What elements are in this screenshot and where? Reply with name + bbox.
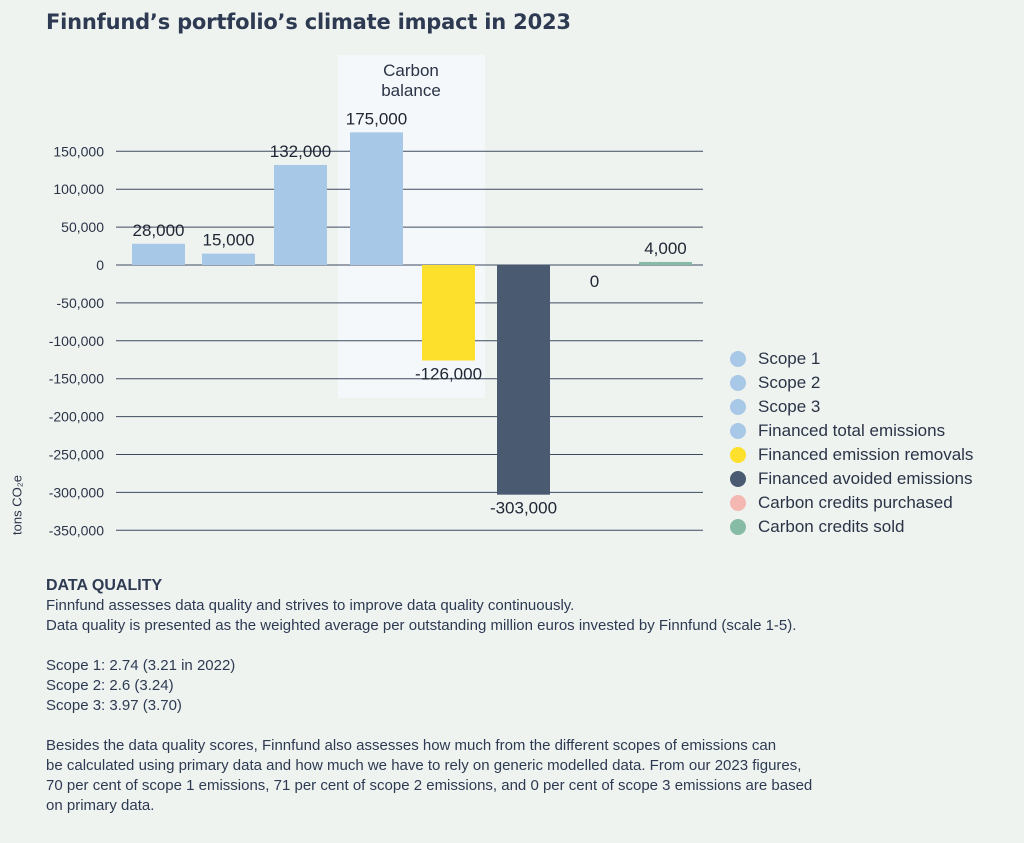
data-quality-section: DATA QUALITY Finnfund assesses data qual… [46, 576, 986, 816]
legend-label: Carbon credits sold [758, 517, 905, 536]
carbon-balance-label: Carbon [383, 61, 439, 80]
bar-value-label: 4,000 [644, 239, 687, 258]
legend-label: Financed avoided emissions [758, 469, 973, 488]
data-quality-scope1: Scope 1: 2.74 (3.21 in 2022) [46, 657, 236, 674]
data-quality-scope3: Scope 3: 3.97 (3.70) [46, 697, 182, 714]
y-tick-label: -250,000 [49, 447, 104, 463]
bar-value-label: 0 [590, 272, 599, 291]
legend-item: Scope 1 [730, 347, 973, 371]
legend-label: Financed total emissions [758, 421, 946, 440]
legend-item: Financed avoided emissions [730, 467, 973, 491]
bar [422, 265, 475, 361]
bar-value-label: 132,000 [270, 142, 331, 161]
legend-item: Scope 3 [730, 395, 973, 419]
chart-title: Finnfund’s portfolio’s climate impact in… [46, 10, 571, 34]
data-quality-intro-1: Finnfund assesses data quality and striv… [46, 597, 575, 614]
y-tick-label: 100,000 [53, 181, 104, 197]
legend: Scope 1 Scope 2 Scope 3 Financed total emis… [730, 347, 973, 539]
data-quality-heading: DATA QUALITY [46, 577, 163, 594]
bar [639, 261, 692, 265]
y-axis-label: tons CO₂e [9, 475, 25, 535]
y-tick-label: -300,000 [49, 484, 104, 500]
legend-swatch [730, 471, 746, 487]
bar [274, 164, 327, 265]
y-tick-label: 150,000 [53, 143, 104, 159]
y-tick-label: -100,000 [49, 333, 104, 349]
y-tick-label: 0 [96, 257, 104, 273]
y-tick-label: -50,000 [57, 295, 105, 311]
data-quality-paragraph-line-1: Besides the data quality scores, Finnfun… [46, 737, 777, 754]
legend-item: Scope 2 [730, 371, 973, 395]
data-quality-paragraph-line-2: be calculated using primary data and how… [46, 757, 802, 774]
y-axis-label-wrap: tons CO₂e [2, 460, 32, 550]
legend-swatch [730, 375, 746, 391]
y-tick-label: -350,000 [49, 522, 104, 538]
legend-swatch [730, 423, 746, 439]
legend-swatch [730, 495, 746, 511]
data-quality-paragraph-line-4: on primary data. [46, 797, 155, 814]
bar [132, 243, 185, 265]
bar [350, 132, 403, 265]
legend-label: Carbon credits purchased [758, 493, 953, 512]
data-quality-paragraph-line-3: 70 per cent of scope 1 emissions, 71 per… [46, 777, 813, 794]
data-quality-scope2: Scope 2: 2.6 (3.24) [46, 677, 174, 694]
y-tick-label: -200,000 [49, 409, 104, 425]
bar [497, 265, 550, 495]
y-tick-label: -150,000 [49, 371, 104, 387]
legend-label: Scope 3 [758, 397, 821, 416]
bar-value-label: -303,000 [490, 499, 557, 518]
legend-swatch [730, 519, 746, 535]
bar [202, 253, 255, 265]
legend-label: Scope 1 [758, 349, 821, 368]
legend-item: Carbon credits sold [730, 515, 973, 539]
legend-label: Financed emission removals [758, 445, 974, 464]
legend-label: Scope 2 [758, 373, 821, 392]
bar-value-label: 15,000 [203, 231, 255, 250]
legend-swatch [730, 351, 746, 367]
legend-item: Financed emission removals [730, 443, 973, 467]
bar-value-label: 28,000 [133, 221, 185, 240]
y-tick-label: 50,000 [61, 219, 104, 235]
legend-item: Carbon credits purchased [730, 491, 973, 515]
bar-value-label: 175,000 [346, 109, 407, 128]
legend-swatch [730, 447, 746, 463]
legend-item: Financed total emissions [730, 419, 973, 443]
carbon-balance-label: balance [381, 81, 441, 100]
legend-swatch [730, 399, 746, 415]
data-quality-intro-2: Data quality is presented as the weighte… [46, 617, 797, 634]
bar-value-label: -126,000 [415, 365, 482, 384]
